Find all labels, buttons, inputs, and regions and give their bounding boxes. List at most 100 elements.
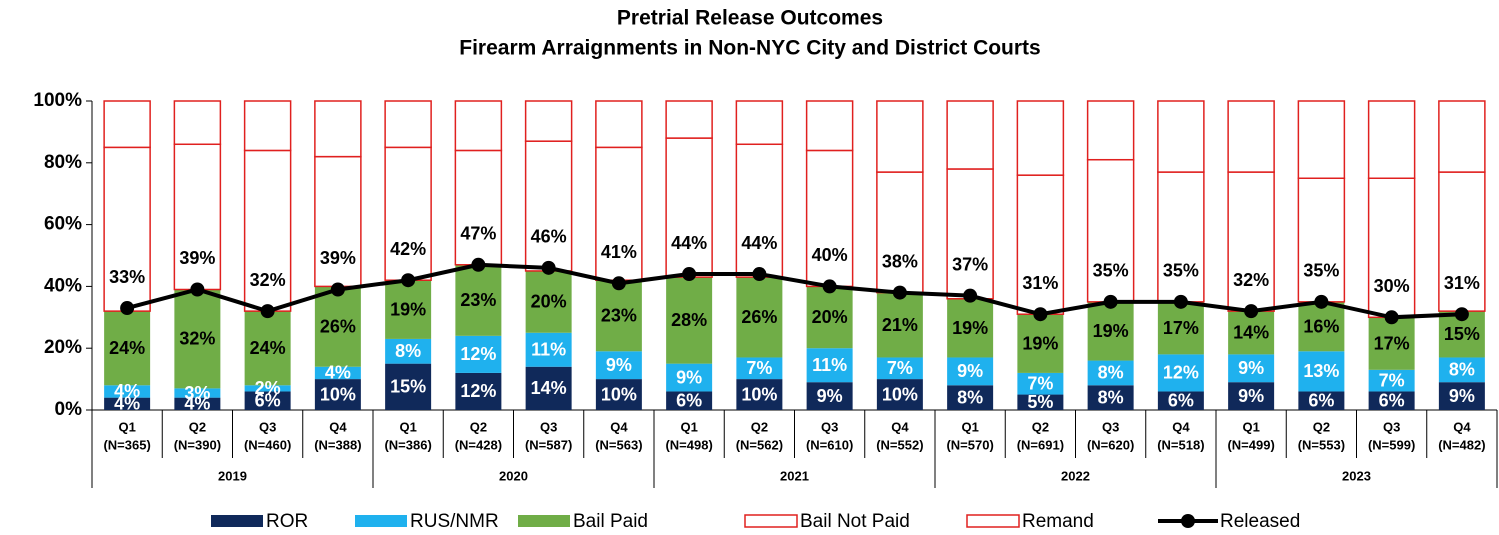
bar-segment [525, 332, 572, 367]
bar-segment [314, 379, 361, 410]
legend-swatch [355, 515, 407, 527]
value-label: 9% [676, 367, 702, 387]
value-label: 8% [1449, 360, 1475, 380]
x-count-label: (N=518) [1157, 437, 1204, 452]
bar-segment [946, 168, 994, 300]
bar-segment [1157, 301, 1204, 355]
value-label: 4% [184, 394, 210, 414]
value-label: 31% [1022, 273, 1058, 293]
value-label: 41% [601, 242, 637, 262]
value-label: 3% [184, 383, 210, 403]
value-label: 9% [1238, 386, 1264, 406]
value-label: 15% [390, 377, 426, 397]
value-label: 9% [957, 361, 983, 381]
value-label: 24% [109, 338, 145, 358]
value-label: 16% [1303, 316, 1339, 336]
value-label: 42% [390, 239, 426, 259]
value-label: 11% [531, 339, 566, 359]
bar-segment [1368, 369, 1415, 392]
legend-label: RUS/NMR [410, 511, 499, 532]
bar-segment [173, 143, 222, 291]
bar-segment [1157, 391, 1204, 410]
bar-segment [1157, 171, 1205, 303]
bar-segment [946, 100, 994, 170]
value-label: 20% [531, 292, 567, 312]
bar-segment [805, 100, 854, 152]
bar-segment [385, 363, 432, 410]
bar-segment [385, 338, 432, 364]
value-label: 6% [1379, 390, 1405, 410]
bar-segment [1017, 314, 1064, 373]
line-marker [120, 301, 135, 316]
x-count-label: (N=386) [384, 437, 431, 452]
bar-segment [735, 100, 784, 146]
bar-segment [666, 391, 713, 410]
value-label: 40% [812, 245, 848, 265]
value-label: 11% [812, 355, 847, 375]
bar-segment [666, 363, 713, 392]
year-label: 2023 [1342, 468, 1371, 483]
value-label: 14% [1233, 323, 1269, 343]
bar-segment [1438, 357, 1485, 383]
x-tick-label: Q2 [1032, 419, 1049, 434]
bar-segment [1227, 171, 1275, 312]
year-label: 2019 [218, 468, 247, 483]
line-marker [611, 276, 626, 291]
y-tick-label: 100% [33, 90, 82, 111]
value-label: 9% [1238, 358, 1264, 378]
bar-segment [1298, 391, 1345, 410]
legend-swatch [518, 515, 570, 527]
value-label: 4% [114, 394, 140, 414]
bar-segment [1017, 394, 1064, 410]
y-tick-label: 60% [44, 214, 82, 235]
x-tick-label: Q3 [259, 419, 276, 434]
legend-label: Bail Paid [573, 511, 648, 532]
value-label: 35% [1163, 261, 1199, 281]
value-label: 14% [531, 378, 567, 398]
x-tick-label: Q2 [470, 419, 487, 434]
value-label: 7% [1027, 373, 1053, 393]
value-label: 44% [741, 233, 777, 253]
legend-label: Released [1220, 511, 1300, 532]
x-count-label: (N=553) [1298, 437, 1345, 452]
value-label: 19% [952, 318, 988, 338]
value-label: 38% [882, 251, 918, 271]
x-tick-label: Q3 [1383, 419, 1400, 434]
value-label: 20% [812, 307, 848, 327]
bar-segment [244, 385, 291, 392]
bar-segment [314, 100, 362, 158]
bar-segment [174, 397, 221, 410]
bar-segment [1087, 385, 1134, 410]
bar-segment [947, 385, 994, 410]
bar-segment [1017, 372, 1064, 395]
value-label: 17% [1374, 333, 1410, 353]
bar-segment [173, 100, 222, 146]
bar-segment [524, 140, 573, 272]
bar-segment [525, 270, 572, 333]
x-tick-label: Q2 [189, 419, 206, 434]
bar-segment [876, 292, 923, 358]
bar-segment [736, 277, 783, 358]
bar-segment [1297, 100, 1346, 179]
value-label: 10% [601, 384, 637, 404]
bar-segment [385, 280, 432, 339]
legend-swatch [211, 515, 263, 527]
value-label: 4% [114, 381, 140, 401]
bar-segment [1298, 351, 1345, 392]
x-tick-label: Q4 [329, 419, 347, 434]
bar-segment [1367, 100, 1416, 179]
bar-segment [314, 366, 361, 380]
chart-subtitle: Firearm Arraignments in Non-NYC City and… [459, 37, 1040, 60]
year-label: 2021 [780, 468, 809, 483]
value-label: 31% [1444, 273, 1480, 293]
x-tick-label: Q4 [1172, 419, 1190, 434]
bar-segment [384, 100, 432, 149]
bar-segment [665, 137, 713, 278]
bar-segment [1298, 301, 1345, 352]
bar-segment [314, 155, 362, 288]
x-count-label: (N=498) [665, 437, 712, 452]
bar-segment [1368, 391, 1415, 410]
value-label: 9% [817, 386, 843, 406]
value-label: 39% [179, 248, 215, 268]
